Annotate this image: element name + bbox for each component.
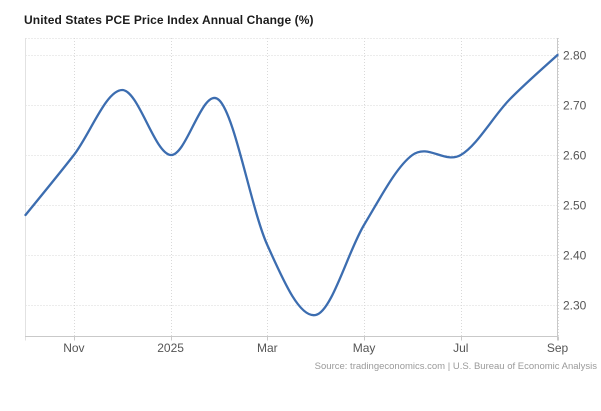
y-axis-label: 2.50 bbox=[563, 199, 587, 213]
chart-title: United States PCE Price Index Annual Cha… bbox=[24, 13, 314, 27]
y-axis-label: 2.30 bbox=[563, 299, 587, 313]
y-axis-label: 2.80 bbox=[563, 49, 587, 63]
y-axis-label: 2.40 bbox=[563, 249, 587, 263]
source-attribution: Source: tradingeconomics.com | U.S. Bure… bbox=[314, 361, 597, 372]
y-axis-label: 2.60 bbox=[563, 149, 587, 163]
x-axis-label: Mar bbox=[257, 341, 278, 355]
x-axis-label: Nov bbox=[63, 341, 84, 355]
pce-line-series bbox=[24, 53, 559, 317]
x-axis-label: Jul bbox=[453, 341, 468, 355]
y-axis-label: 2.70 bbox=[563, 99, 587, 113]
x-axis-label: May bbox=[353, 341, 376, 355]
x-axis-label: 2025 bbox=[157, 341, 184, 355]
x-axis-label: Sep bbox=[547, 341, 569, 355]
